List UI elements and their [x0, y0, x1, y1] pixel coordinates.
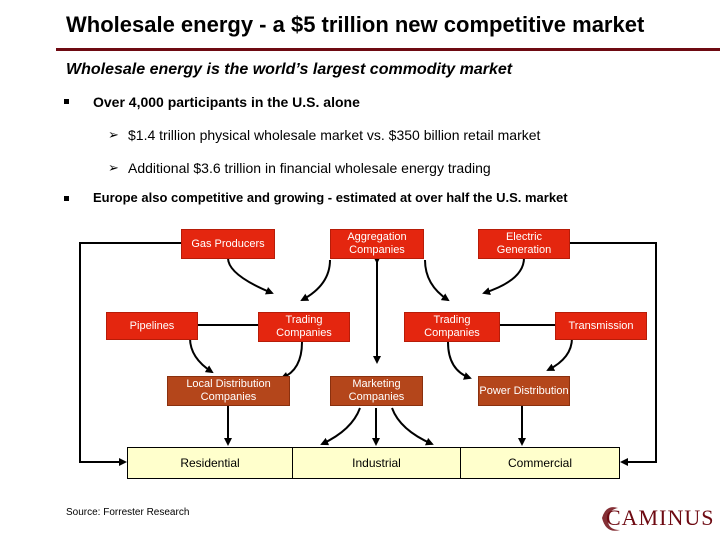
bullet-square-icon [64, 99, 69, 104]
node-marketing-companies: Marketing Companies [330, 376, 423, 406]
bullet-participants: Over 4,000 participants in the U.S. alon… [93, 94, 360, 110]
node-power-distribution: Power Distribution [478, 376, 570, 406]
bullet-financial-trading: Additional $3.6 trillion in financial wh… [128, 160, 491, 176]
source-citation: Source: Forrester Research [66, 507, 190, 518]
node-electric-generation: Electric Generation [478, 229, 570, 259]
caminus-logo-text: CAMINUS [606, 505, 715, 530]
segment-divider [292, 448, 293, 478]
arrow-bullet-icon: ➢ [108, 127, 119, 142]
bullet-square-icon [64, 196, 69, 201]
segment-divider [460, 448, 461, 478]
customer-segments-bar: Residential Industrial Commercial [127, 447, 620, 479]
caminus-logo-icon [602, 507, 620, 531]
page-title: Wholesale energy - a $5 trillion new com… [66, 12, 645, 37]
segment-industrial: Industrial [352, 456, 401, 470]
node-trading-companies-left: Trading Companies [258, 312, 350, 342]
node-local-distribution-companies: Local Distribution Companies [167, 376, 290, 406]
node-gas-producers: Gas Producers [181, 229, 275, 259]
bullet-europe: Europe also competitive and growing - es… [93, 190, 568, 205]
title-divider [56, 48, 720, 51]
bullet-physical-market: $1.4 trillion physical wholesale market … [128, 127, 541, 143]
arrow-bullet-icon: ➢ [108, 160, 119, 175]
segment-commercial: Commercial [507, 456, 572, 470]
segment-residential: Residential [180, 456, 240, 470]
node-pipelines: Pipelines [106, 312, 198, 340]
node-trading-companies-right: Trading Companies [404, 312, 500, 342]
node-aggregation-companies: Aggregation Companies [330, 229, 424, 259]
node-transmission: Transmission [555, 312, 647, 340]
page-subtitle: Wholesale energy is the world’s largest … [66, 61, 513, 78]
